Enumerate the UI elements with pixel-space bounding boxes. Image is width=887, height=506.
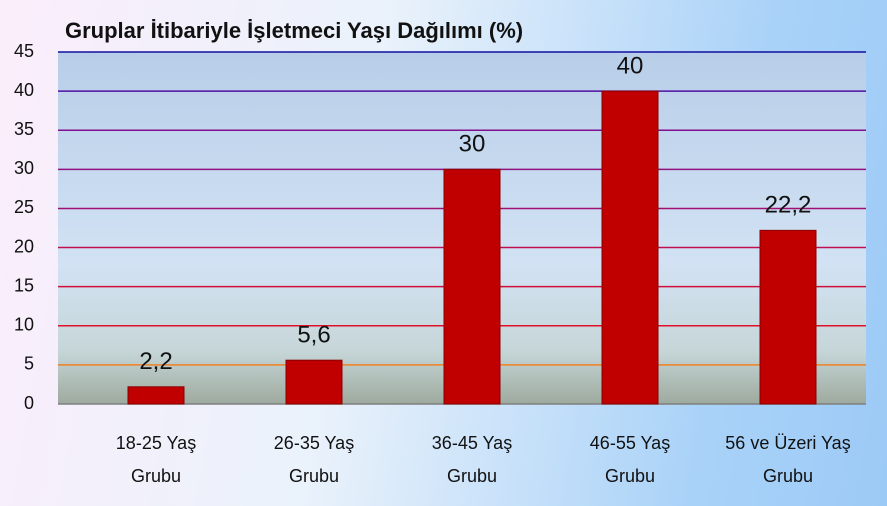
data-label: 40 [617,52,644,79]
y-tick-label: 30 [14,158,34,178]
data-label: 30 [459,131,486,158]
chart-title: Gruplar İtibariyle İşletmeci Yaşı Dağılı… [65,18,523,43]
x-tick-label: 36-45 Yaş Grubu [431,433,513,486]
x-tick-label: 46-55 Yaş Grubu [589,433,671,486]
x-tick-label: 56 ve Üzeri Yaş Grubu [725,433,851,486]
y-tick-label: 40 [14,80,34,100]
data-label: 22,2 [765,192,812,219]
data-label: 2,2 [139,348,172,375]
data-label: 5,6 [297,322,330,349]
bar [127,386,185,405]
bar [443,168,501,405]
bar [759,229,817,405]
y-tick-label: 5 [24,354,34,374]
bar [601,90,659,405]
y-tick-label: 10 [14,315,34,335]
x-tick-label: 26-35 Yaş Grubu [273,433,355,486]
y-tick-label: 15 [14,275,34,295]
x-tick-label: 18-25 Yaş Grubu [115,433,197,486]
y-tick-label: 35 [14,119,34,139]
y-tick-label: 25 [14,197,34,217]
bar [285,359,343,405]
y-tick-label: 0 [24,393,34,413]
y-tick-label: 45 [14,41,34,61]
y-tick-label: 20 [14,236,34,256]
